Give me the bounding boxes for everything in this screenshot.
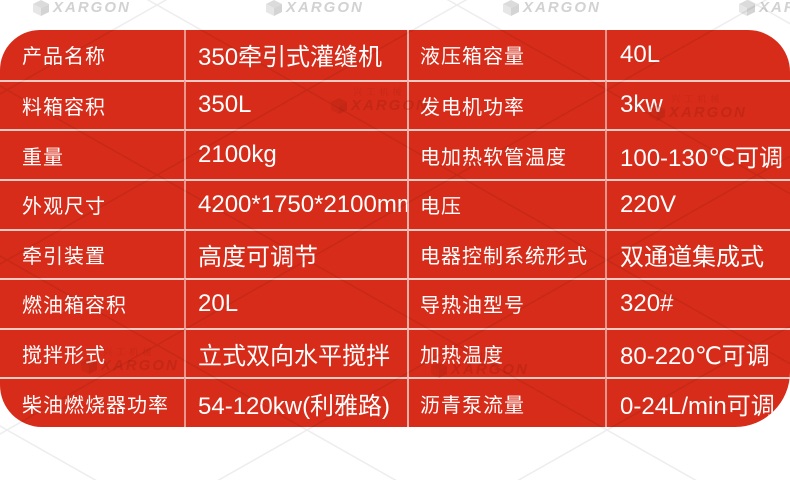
spec-value: 80-220℃可调 <box>605 327 790 378</box>
brand-cube-icon <box>266 0 282 17</box>
spec-label: 电器控制系统形式 <box>407 228 605 279</box>
spec-value: 54-120kw(利雅路) <box>184 377 407 427</box>
spec-label: 搅拌形式 <box>0 327 184 378</box>
spec-value: 3kw <box>605 79 790 130</box>
spec-label: 产品名称 <box>22 46 106 69</box>
spec-label: 电加热软管温度 <box>407 129 605 179</box>
spec-label: 发电机功率 <box>407 79 605 130</box>
spec-label: 沥青泵流量 <box>407 377 605 427</box>
watermark-logo: 兴工机械 XARGON <box>738 0 790 17</box>
spec-value: 2100kg <box>184 129 407 179</box>
watermark-brand: XARGON <box>286 0 364 16</box>
spec-value: 220V <box>605 178 790 229</box>
spec-label: 牵引装置 <box>0 228 184 279</box>
spec-label: 料箱容积 <box>0 79 184 130</box>
spec-label: 液压箱容量 <box>407 30 605 80</box>
brand-cube-icon <box>739 0 755 17</box>
spec-value: 40L <box>605 30 790 80</box>
spec-value: 320# <box>605 278 790 328</box>
spec-table: 产品名称 350牵引式灌缝机 液压箱容量 40L 料箱容积 350L 发电机功率… <box>0 30 790 427</box>
spec-label: 外观尺寸 <box>0 178 184 229</box>
watermark-brand: XARGON <box>523 0 601 16</box>
spec-label: 加热温度 <box>407 327 605 378</box>
watermark-brand: XARGON <box>53 0 131 16</box>
spec-value: 0-24L/min可调 <box>605 377 790 427</box>
brand-cube-icon <box>503 0 519 17</box>
spec-value: 350L <box>184 79 407 130</box>
watermark-logo: 兴工机械 XARGON <box>265 0 364 17</box>
spec-label: 重量 <box>0 129 184 179</box>
watermark-logo: 兴工机械 XARGON <box>502 0 601 17</box>
spec-value: 立式双向水平搅拌 <box>184 327 407 378</box>
spec-value: 100-130℃可调 <box>605 129 790 179</box>
watermark-brand: XARGON <box>759 0 790 16</box>
spec-label: 柴油燃烧器功率 <box>0 377 184 427</box>
watermark-logo: 兴工机械 XARGON <box>32 0 131 17</box>
spec-label: 电压 <box>407 178 605 229</box>
spec-label: 导热油型号 <box>407 278 605 328</box>
spec-value: 20L <box>184 278 407 328</box>
spec-value: 双通道集成式 <box>605 228 790 279</box>
brand-cube-icon <box>33 0 49 17</box>
spec-value: 高度可调节 <box>184 228 407 279</box>
spec-label: 燃油箱容积 <box>0 278 184 328</box>
spec-value: 4200*1750*2100mm <box>184 178 407 229</box>
spec-value: 350牵引式灌缝机 <box>184 30 407 80</box>
